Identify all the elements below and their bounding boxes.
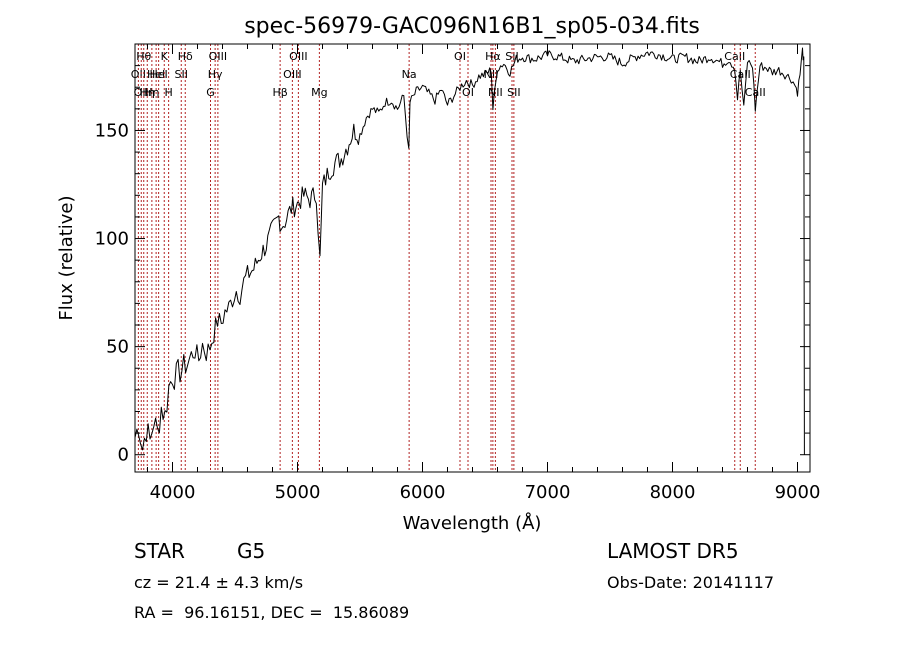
marker-label: OI [462,86,474,99]
y-tick-label: 50 [106,337,129,358]
marker-label: Hη [140,86,155,99]
marker-label: Hη [144,86,159,99]
x-tick-label: 9000 [775,482,821,503]
marker-label: OIII [283,68,301,81]
x-tick-label: 4000 [150,482,196,503]
redshift-velocity: cz = 21.4 ± 4.3 km/s [134,573,304,592]
marker-label: Hδ [178,50,193,63]
object-class: STAR [134,539,185,563]
y-tick-label: 150 [95,120,129,141]
marker-label: G [206,86,215,99]
x-tick-label: 8000 [650,482,696,503]
marker-label: Hγ [208,68,223,81]
marker-label: Mg [311,86,327,99]
y-tick-label: 100 [95,229,129,250]
marker-label: K [161,50,169,63]
y-axis-label: Flux (relative) [56,195,77,320]
marker-label: Hα [485,50,501,63]
y-axis: 0 50 100 150 [95,65,810,466]
survey-name: LAMOST DR5 [607,539,739,563]
marker-label: HeI [147,68,165,81]
plot-frame [134,43,811,473]
marker-label: CaII [745,86,766,99]
marker-label: OIII [209,50,227,63]
marker-label: HeI [149,68,167,81]
x-axis: 4000 5000 6000 7000 8000 9000 [147,44,821,503]
marker-label: SII [175,68,188,81]
observation-date: Obs-Date: 20141117 [607,573,775,592]
x-axis-label: Wavelength (Å) [403,512,542,534]
chart-title: spec-56979-GAC096N16B1_sp05-034.fits [244,14,700,39]
marker-label: Hβ [272,86,287,99]
marker-label: OIII [289,50,307,63]
x-tick-label: 5000 [275,482,321,503]
object-subclass: G5 [237,539,266,563]
marker-label: OI [454,50,466,63]
x-tick-label: 6000 [400,482,446,503]
spectrum-line [134,47,805,455]
marker-label: SII [507,86,520,99]
emission-line-markers: OIIOIIHθHηHηHeIHeIKHSIIHδGHγOIIIHβOIIIOI… [131,44,766,472]
marker-label: OII [134,86,149,99]
x-tick-label: 7000 [525,482,571,503]
spectrum-chart: spec-56979-GAC096N16B1_sp05-034.fits OII… [56,14,821,534]
marker-label: H [164,86,172,99]
coordinates: RA = 96.16151, DEC = 15.86089 [134,603,410,622]
y-tick-label: 0 [118,445,129,466]
marker-label: Hθ [136,50,151,63]
marker-label: CaII [724,50,745,63]
marker-label: Na [402,68,417,81]
